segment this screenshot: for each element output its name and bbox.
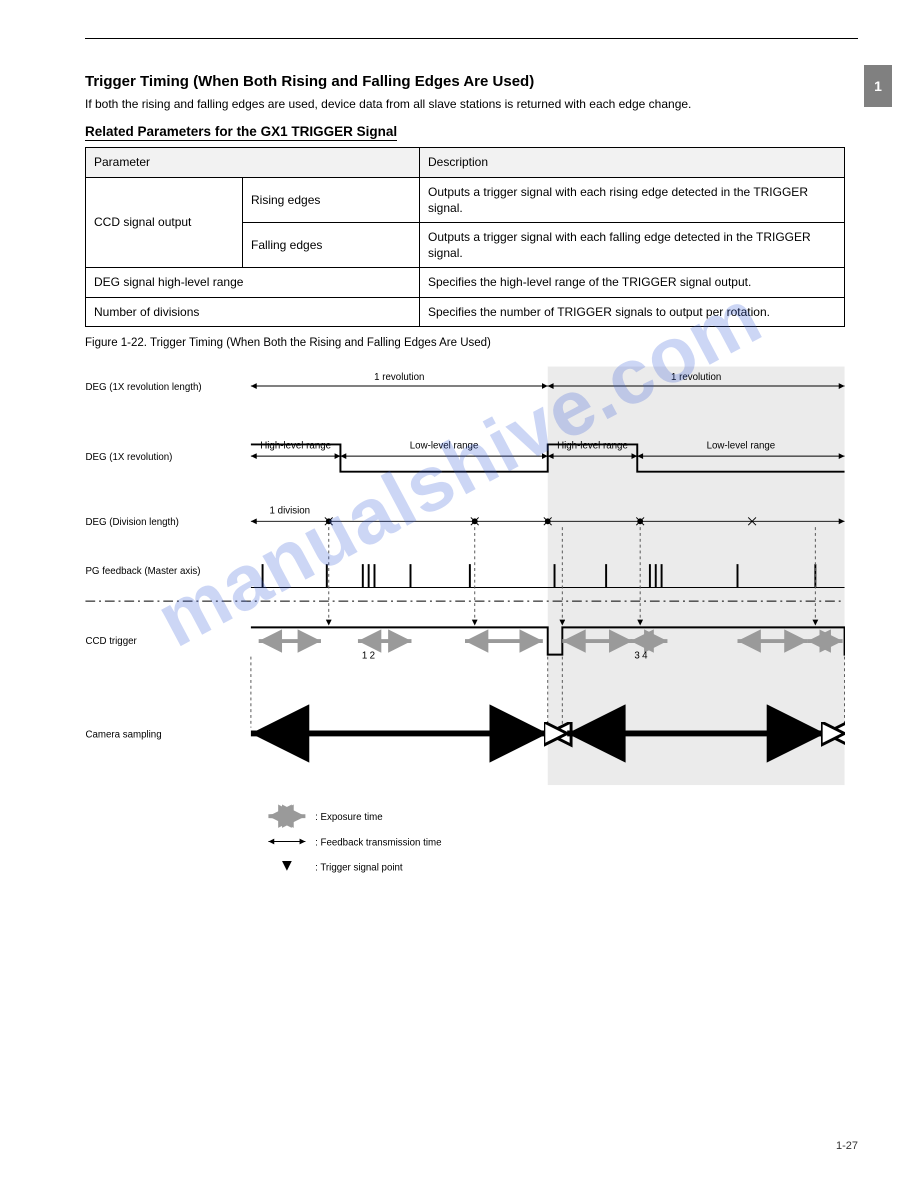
svg-text:CCD trigger: CCD trigger — [85, 636, 137, 647]
intro-text: If both the rising and falling edges are… — [85, 96, 858, 113]
chapter-tab: 1 — [864, 65, 892, 107]
table-header-row: Parameter Description — [86, 148, 845, 177]
svg-text:1 revolution: 1 revolution — [374, 372, 424, 383]
svg-text:High-level range: High-level range — [260, 440, 331, 451]
page-number: 1-27 — [836, 1140, 858, 1152]
svg-text:: Feedback transmission time: : Feedback transmission time — [315, 837, 441, 848]
svg-text:DEG (1X revolution length): DEG (1X revolution length) — [85, 382, 201, 393]
subheading: Related Parameters for the GX1 TRIGGER S… — [85, 124, 397, 141]
table-row: Number of divisions Specifies the number… — [86, 297, 845, 326]
cell: Specifies the high-level range of the TR… — [420, 268, 845, 297]
header-rule — [85, 38, 858, 39]
timing-diagram: DEG (1X revolution length) DEG (1X revolu… — [85, 351, 845, 896]
parameter-table: Parameter Description CCD signal output … — [85, 147, 845, 326]
table-row: DEG signal high-level range Specifies th… — [86, 268, 845, 297]
svg-text:2: 2 — [370, 650, 375, 661]
figure-caption: Figure 1-22. Trigger Timing (When Both t… — [85, 337, 858, 349]
cell: Outputs a trigger signal with each risin… — [420, 177, 845, 222]
cell: CCD signal output — [86, 177, 243, 268]
cell: Falling edges — [243, 222, 420, 267]
table-row: CCD signal output Rising edges Outputs a… — [86, 177, 845, 222]
cell: DEG signal high-level range — [86, 268, 420, 297]
section-title: Trigger Timing (When Both Rising and Fal… — [85, 73, 858, 90]
svg-text:: Exposure time: : Exposure time — [315, 812, 383, 823]
svg-text:PG feedback (Master axis): PG feedback (Master axis) — [85, 566, 200, 577]
svg-text:1: 1 — [362, 650, 367, 661]
col-parameter: Parameter — [86, 148, 420, 177]
cell: Number of divisions — [86, 297, 420, 326]
svg-text:1 division: 1 division — [270, 505, 311, 516]
cell: Rising edges — [243, 177, 420, 222]
svg-text:Camera sampling: Camera sampling — [85, 729, 161, 740]
svg-text:1 revolution: 1 revolution — [671, 372, 721, 383]
svg-text:3: 3 — [634, 650, 639, 661]
svg-text:: Trigger signal point: : Trigger signal point — [315, 862, 403, 873]
svg-text:4: 4 — [642, 650, 648, 661]
col-description: Description — [420, 148, 845, 177]
cell: Outputs a trigger signal with each falli… — [420, 222, 845, 267]
cell: Specifies the number of TRIGGER signals … — [420, 297, 845, 326]
svg-text:DEG (Division length): DEG (Division length) — [85, 517, 178, 528]
svg-text:Low-level range: Low-level range — [707, 440, 776, 451]
svg-text:Low-level range: Low-level range — [410, 440, 479, 451]
svg-text:DEG (1X revolution): DEG (1X revolution) — [85, 452, 172, 463]
svg-text:High-level range: High-level range — [557, 440, 628, 451]
